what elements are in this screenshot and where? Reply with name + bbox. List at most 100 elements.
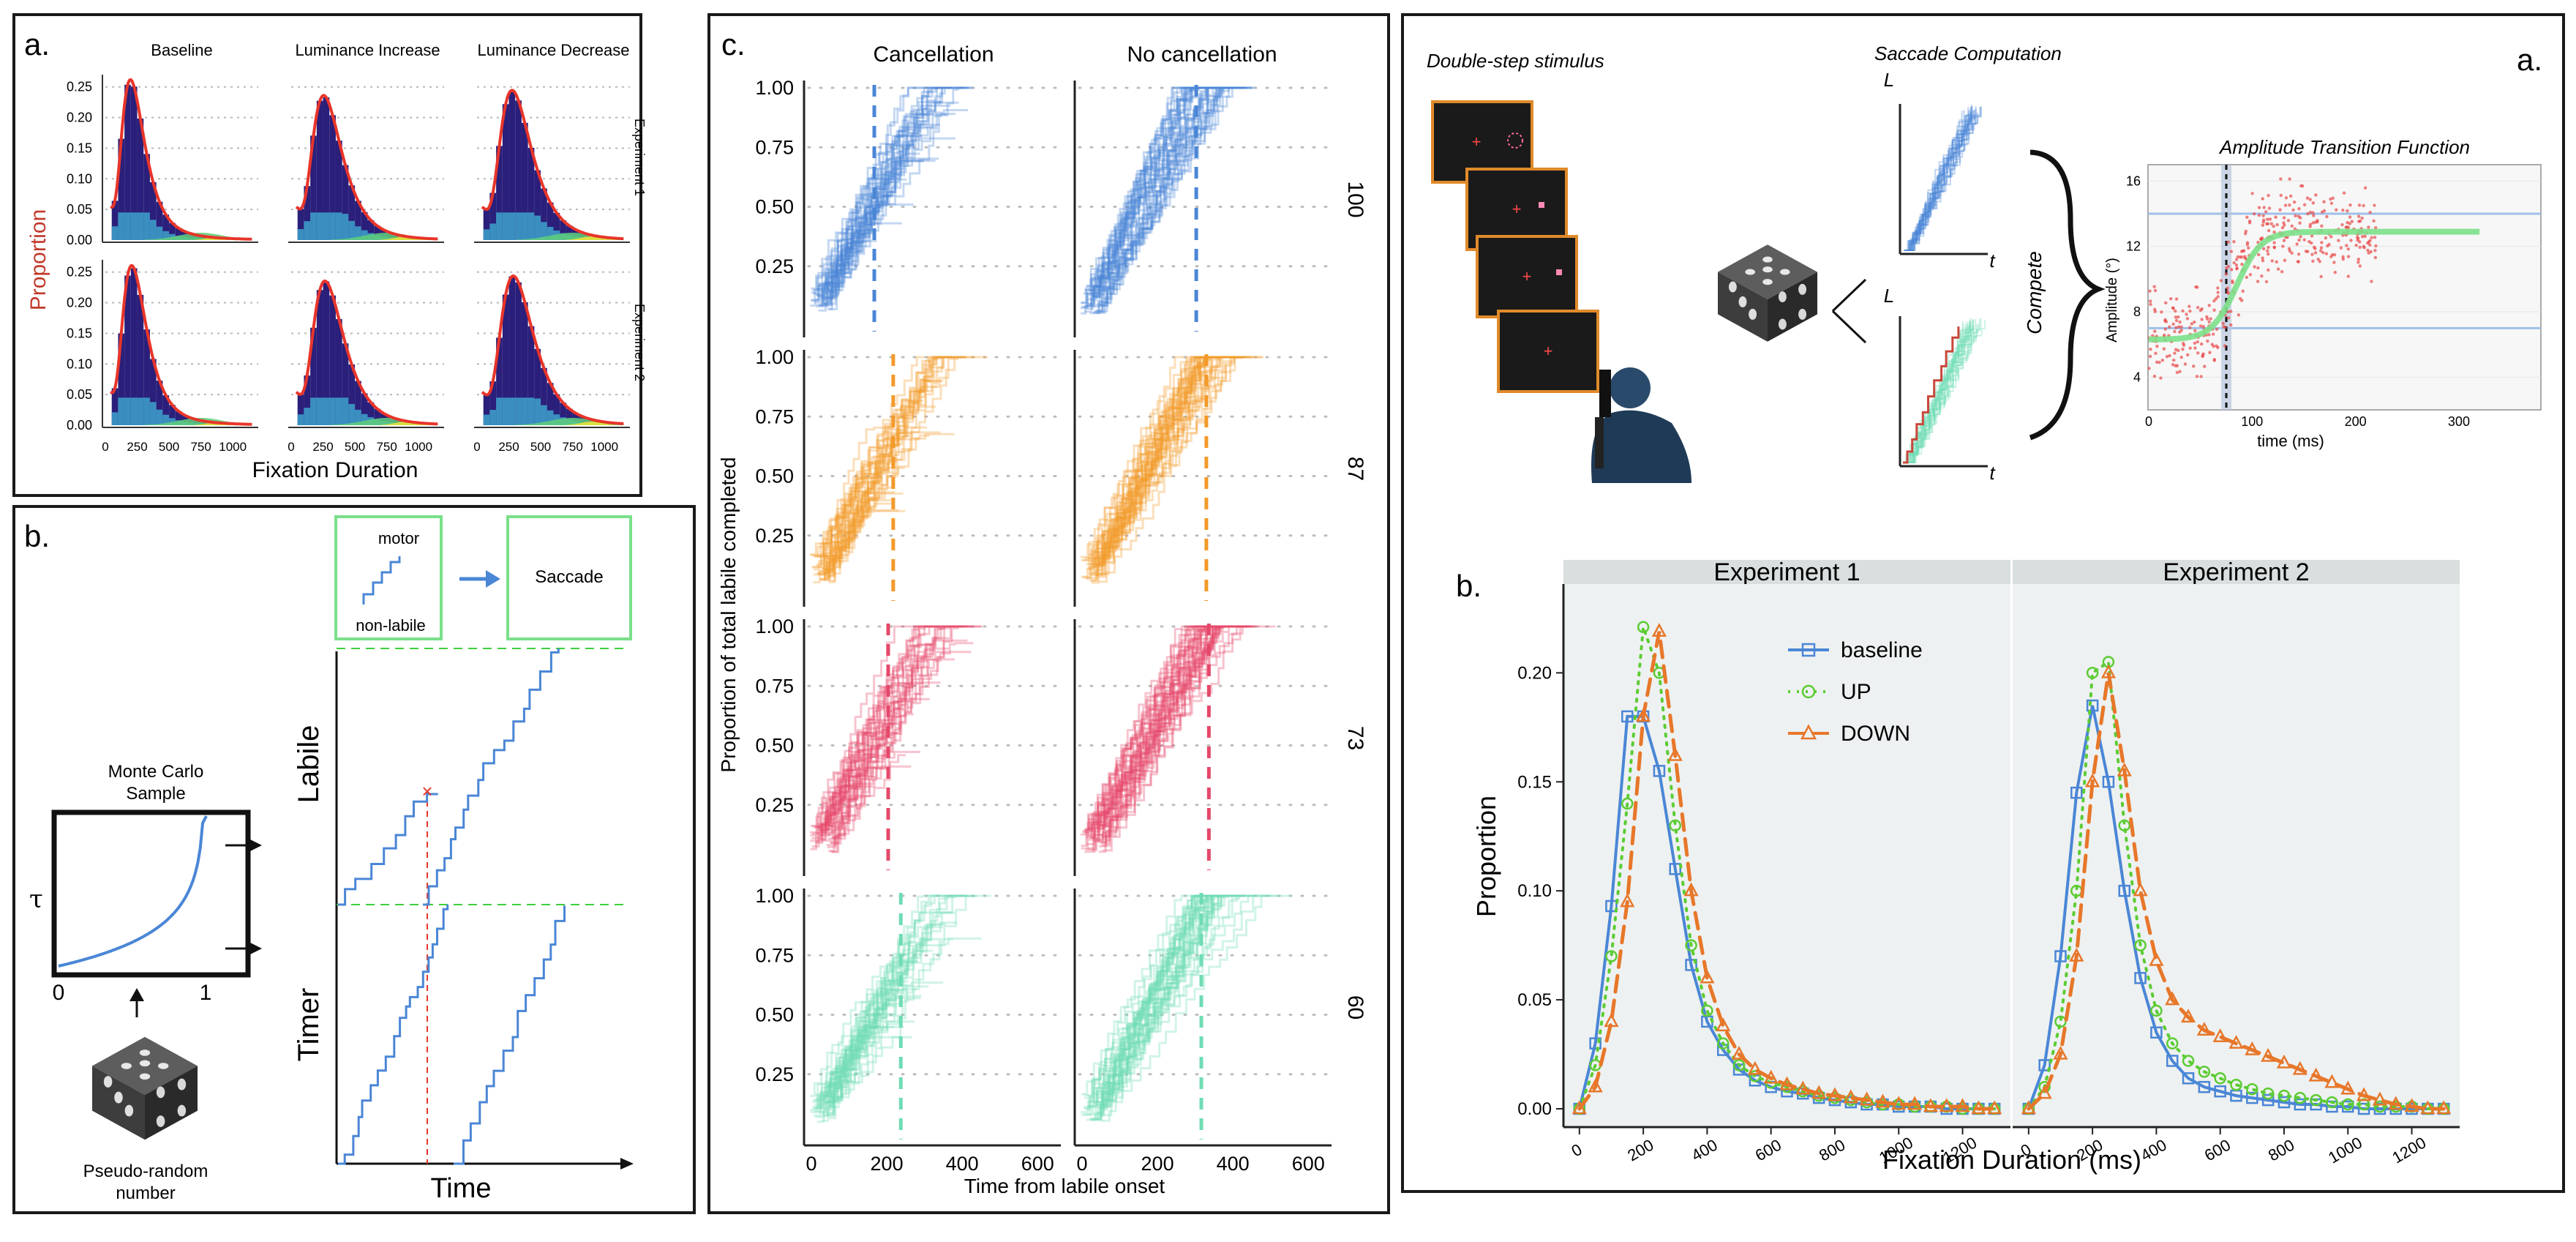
- legend-marker: [1800, 724, 1817, 740]
- legend-label: baseline: [1841, 638, 1923, 662]
- atf-point: [2178, 320, 2182, 324]
- atf-point: [2339, 246, 2343, 250]
- mini-trace: [1910, 112, 1979, 251]
- labile-trace: [1089, 356, 1221, 575]
- amplitude-transition-plot: 16 12 8 4 0 100 200 300: [2126, 164, 2542, 429]
- data-point-up: [2326, 1096, 2338, 1109]
- histogram-fit-curve: [110, 78, 252, 241]
- labile-trace: [811, 100, 942, 302]
- labile-trace: [814, 959, 919, 1112]
- atf-point: [2164, 301, 2168, 305]
- data-point-down: [1907, 1096, 1923, 1110]
- histogram-bar: [527, 326, 535, 425]
- atf-point: [2208, 351, 2212, 354]
- atf-point: [2196, 351, 2200, 355]
- labile-trace: [810, 625, 923, 837]
- left-a-ytick: 0.20: [67, 111, 92, 125]
- labile-trace: [1098, 356, 1253, 578]
- histogram-bar-component: [143, 397, 150, 425]
- atf-point: [2313, 251, 2318, 255]
- atf-point: [2223, 344, 2227, 348]
- labile-trace: [1097, 86, 1225, 296]
- mid-row-label: 60: [1343, 995, 1367, 1020]
- atf-point: [2267, 228, 2271, 233]
- labile-trace: [1102, 625, 1244, 847]
- atf-point: [2311, 211, 2315, 214]
- histogram-bar: [175, 228, 182, 240]
- mid-c-letter: c.: [721, 27, 746, 61]
- data-point-down: [1891, 1096, 1907, 1110]
- atf-point: [2357, 261, 2360, 264]
- dice-pip: [156, 1115, 165, 1127]
- atf-point: [2290, 224, 2294, 228]
- labile-trace: [814, 356, 937, 571]
- data-point-down: [1700, 969, 1715, 984]
- histogram-bar-component: [297, 414, 304, 425]
- left-a-xtick: 750: [376, 440, 397, 454]
- data-point-down: [2133, 882, 2148, 897]
- labile-trace: [1085, 894, 1214, 1111]
- data-point-baseline: [2198, 1080, 2211, 1093]
- histogram-bar-component: [547, 410, 554, 425]
- y-tick-label: 0.00: [1517, 1099, 1552, 1119]
- data-point-down: [1620, 893, 1635, 908]
- atf-point: [2312, 214, 2316, 217]
- left-a-ytick: 0.25: [67, 265, 92, 280]
- histogram-bar: [137, 294, 144, 425]
- atf-point: [2188, 326, 2192, 329]
- left-a-ytick: 0.00: [67, 233, 92, 247]
- atf-point: [2298, 221, 2302, 225]
- atf-ytick: 8: [2133, 304, 2141, 319]
- mini-t-label: t: [1989, 250, 1996, 272]
- atf-point: [2331, 196, 2335, 200]
- atf-point: [2374, 244, 2378, 248]
- labile-trace: [817, 625, 942, 828]
- labile-trace: [826, 1036, 912, 1116]
- atf-point: [2370, 280, 2373, 283]
- histogram-bar-component: [323, 397, 330, 425]
- labile-trace: [816, 923, 947, 1108]
- mini-trace: [1909, 320, 1975, 463]
- labile-trace: [823, 86, 969, 306]
- dice-pip: [1780, 269, 1790, 275]
- labile-trace: [1089, 625, 1209, 826]
- atf-point: [2294, 214, 2297, 218]
- atf-point: [2209, 317, 2212, 321]
- data-point-up: [1669, 819, 1681, 832]
- histogram-bar-component: [111, 226, 119, 240]
- atf-point: [2183, 362, 2188, 366]
- dice-pip: [139, 1050, 151, 1056]
- histogram-bar-component: [489, 223, 497, 240]
- labile-trace: [818, 86, 949, 312]
- left-a-xtick: 0: [102, 440, 108, 454]
- data-point-down: [1939, 1098, 1954, 1112]
- atf-point: [2292, 200, 2297, 204]
- labile-trace: [821, 426, 927, 571]
- labile-trace: [1094, 625, 1249, 842]
- labile-trace: [1097, 356, 1247, 563]
- data-point-down: [2324, 1074, 2340, 1088]
- labile-trace: [824, 911, 953, 1106]
- labile-trace: [1092, 625, 1276, 839]
- histogram-bar: [547, 383, 554, 425]
- data-point-baseline: [2182, 1072, 2195, 1085]
- labile-trace: [1086, 86, 1242, 310]
- mid-ytick: 0.75: [755, 675, 794, 697]
- atf-point: [2216, 291, 2220, 294]
- left-a-row-title: Experiment 2: [632, 304, 647, 381]
- atf-point: [2272, 230, 2276, 234]
- data-point-up: [2246, 1082, 2258, 1096]
- labile-trace: [1091, 356, 1243, 584]
- data-point-down: [2340, 1080, 2356, 1095]
- labile-trace: [824, 894, 968, 1118]
- labile-trace: [824, 995, 922, 1111]
- labile-trace: [1095, 356, 1253, 566]
- atf-point: [2348, 203, 2352, 207]
- atf-point: [2346, 255, 2351, 258]
- labile-trace: [1086, 356, 1207, 580]
- labile-trace: [1100, 356, 1240, 575]
- atf-point: [2288, 194, 2293, 198]
- atf-point: [2168, 325, 2171, 329]
- fixation-cross-icon: +: [1522, 267, 1532, 285]
- labile-trace: [1084, 86, 1243, 307]
